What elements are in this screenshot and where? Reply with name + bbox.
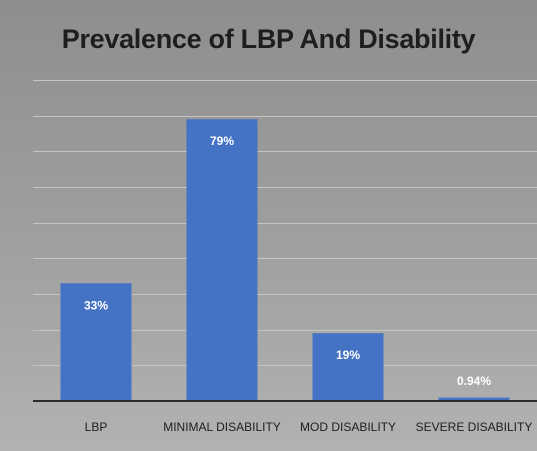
bar-1 xyxy=(60,283,132,401)
category-label: LBP xyxy=(85,420,108,434)
bar-4 xyxy=(438,397,510,401)
bar-3 xyxy=(312,333,384,401)
category-label: MOD DISABILITY xyxy=(300,420,396,434)
chart-title: Prevalence of LBP And Disability xyxy=(61,24,476,54)
bar-2 xyxy=(186,119,258,401)
data-label: 0.94% xyxy=(457,374,491,388)
data-label: 33% xyxy=(84,298,108,312)
data-label: 79% xyxy=(210,134,234,148)
category-label: SEVERE DISABILITY xyxy=(416,420,533,434)
data-label: 19% xyxy=(336,348,360,362)
category-label: MINIMAL DISABILITY xyxy=(163,420,281,434)
